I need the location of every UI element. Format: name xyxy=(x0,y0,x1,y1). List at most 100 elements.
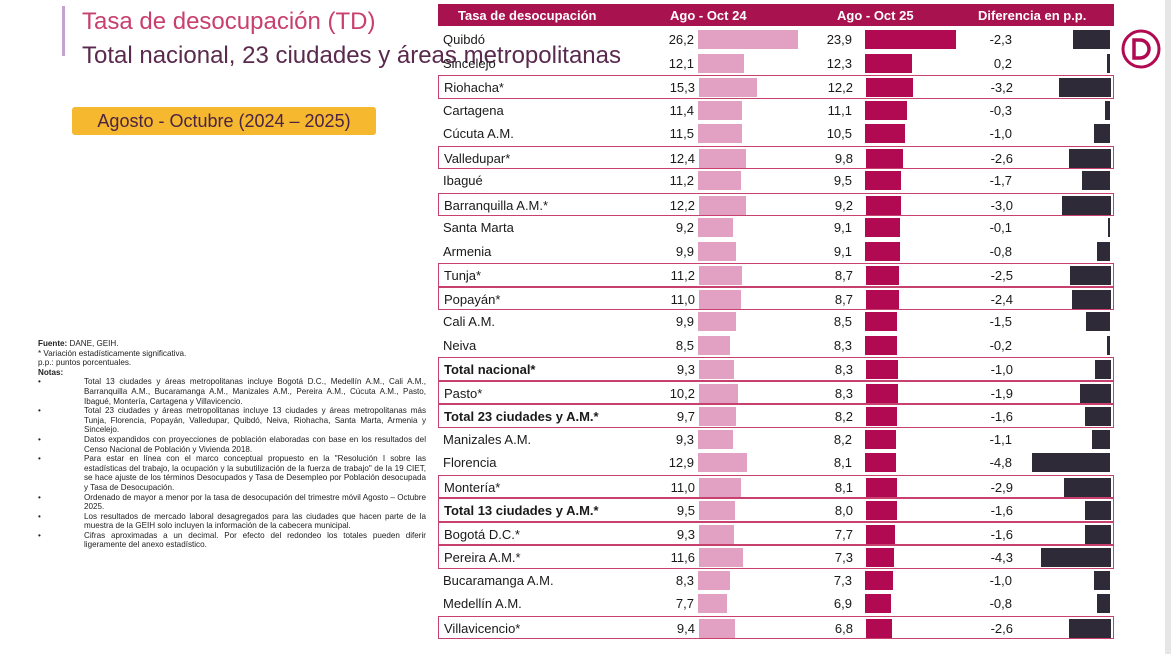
bar-2024 xyxy=(698,312,736,331)
bar-2025 xyxy=(865,453,896,472)
note-item: • Cifras aproximadas a un decimal. Por ef… xyxy=(38,530,426,550)
row-label: Bogotá D.C.* xyxy=(444,526,520,542)
value-2025: 12,3 xyxy=(826,55,852,71)
bar-2024 xyxy=(699,524,735,544)
value-2025: 6,8 xyxy=(834,620,853,636)
value-difference: -4,8 xyxy=(989,455,1012,470)
table-row: Bucaramanga A.M. 8,3 7,3 -1,0 xyxy=(438,569,1114,593)
value-2024: 11,0 xyxy=(670,479,695,495)
bar-difference xyxy=(1068,148,1111,168)
value-2025: 12,2 xyxy=(827,80,853,95)
col-header-2024: Ago - Oct 24 xyxy=(670,8,747,23)
value-difference: -1,0 xyxy=(990,362,1013,377)
row-label: Neiva xyxy=(443,337,477,353)
value-2025: 9,1 xyxy=(833,243,852,259)
value-difference: -1,9 xyxy=(990,385,1013,401)
value-2025: 9,5 xyxy=(833,173,852,188)
bar-2024 xyxy=(699,266,742,285)
bar-2025 xyxy=(865,241,900,261)
value-2024: 12,9 xyxy=(668,455,694,470)
table-row: Tunja* 11,2 8,7 -2,5 xyxy=(438,263,1114,287)
row-label: Cartagena xyxy=(443,102,504,118)
bar-2025 xyxy=(866,266,900,285)
row-label: Villavicencio* xyxy=(444,620,521,636)
right-edge-strip xyxy=(1165,0,1171,654)
bar-2024 xyxy=(698,30,798,49)
table-row: Cartagena 11,4 11,1 -0,3 xyxy=(438,99,1114,123)
row-label: Barranquilla A.M.* xyxy=(444,197,549,213)
value-2024: 12,2 xyxy=(669,197,695,213)
bar-difference xyxy=(1105,100,1110,120)
bar-difference xyxy=(1097,594,1110,613)
value-difference: -1,5 xyxy=(989,314,1012,329)
row-label: Santa Marta xyxy=(443,220,514,235)
row-label: Sincelejo xyxy=(443,55,496,71)
bar-difference xyxy=(1085,524,1111,544)
bar-2024 xyxy=(698,124,742,143)
row-label: Florencia xyxy=(443,455,497,470)
value-difference: -2,6 xyxy=(990,620,1013,636)
value-2024: 8,5 xyxy=(675,337,694,353)
value-difference: -4,3 xyxy=(990,550,1013,565)
bar-2025 xyxy=(865,429,897,449)
value-2024: 9,3 xyxy=(675,431,694,447)
value-difference: -1,0 xyxy=(989,572,1012,588)
source-line: Fuente: DANE, GEIH. xyxy=(38,339,426,349)
bar-2024 xyxy=(698,570,730,590)
bar-difference xyxy=(1070,266,1111,285)
value-2025: 7,3 xyxy=(833,572,852,588)
table-row: Total 13 ciudades y A.M.* 9,5 8,0 -1,6 xyxy=(438,498,1114,522)
row-label: Valledupar* xyxy=(444,150,511,166)
bar-difference xyxy=(1085,501,1111,520)
table-row: Neiva 8,5 8,3 -0,2 xyxy=(438,334,1114,358)
value-difference: -2,6 xyxy=(990,150,1013,166)
col-header-2025: Ago - Oct 25 xyxy=(837,8,914,23)
bar-difference xyxy=(1062,195,1111,215)
bar-2025 xyxy=(865,30,957,49)
page-title: Tasa de desocupación (TD) xyxy=(82,8,376,35)
value-2024: 12,1 xyxy=(668,55,694,71)
note-item: • Datos expandidos con proyecciones de po… xyxy=(38,434,426,454)
value-difference: -3,0 xyxy=(990,197,1013,213)
table-row: Montería* 11,0 8,1 -2,9 xyxy=(438,474,1114,498)
value-2024: 11,4 xyxy=(669,102,694,118)
row-label: Riohacha* xyxy=(444,80,504,95)
bar-2025 xyxy=(866,407,898,426)
value-difference: -2,9 xyxy=(990,479,1013,495)
value-difference: -3,2 xyxy=(990,80,1013,95)
bar-2024 xyxy=(699,360,735,379)
value-2024: 11,6 xyxy=(670,550,695,565)
col-header-label: Tasa de desocupación xyxy=(458,8,597,23)
value-difference: 0,2 xyxy=(993,55,1012,71)
value-2024: 9,3 xyxy=(676,526,695,542)
value-2025: 9,1 xyxy=(833,220,852,235)
value-difference: -1,6 xyxy=(990,503,1013,518)
value-2025: 8,1 xyxy=(834,479,853,495)
value-2025: 6,9 xyxy=(833,596,852,611)
note-item: • Los resultados de mercado laboral desag… xyxy=(38,511,426,531)
bar-2025 xyxy=(865,335,897,355)
value-2025: 7,7 xyxy=(834,526,853,542)
value-difference: -1,6 xyxy=(990,409,1013,424)
table-row: Santa Marta 9,2 9,1 -0,1 xyxy=(438,216,1114,240)
row-label: Tunja* xyxy=(444,268,482,283)
row-label: Cali A.M. xyxy=(443,314,496,329)
title-accent-bar xyxy=(62,6,65,56)
value-2025: 8,1 xyxy=(833,455,852,470)
bar-2025 xyxy=(865,124,906,143)
table-row: Total 23 ciudades y A.M.* 9,7 8,2 -1,6 xyxy=(438,404,1114,428)
table-row: Pasto* 10,2 8,3 -1,9 xyxy=(438,380,1114,404)
row-label: Montería* xyxy=(444,479,501,495)
value-difference: -1,1 xyxy=(989,431,1012,447)
value-2025: 8,3 xyxy=(833,337,852,353)
bar-2024 xyxy=(699,78,758,97)
table-row: Bogotá D.C.* 9,3 7,7 -1,6 xyxy=(438,521,1114,545)
source-text: DANE, GEIH. xyxy=(67,339,119,348)
bar-2024 xyxy=(699,618,735,638)
bar-2025 xyxy=(866,548,894,567)
bar-difference xyxy=(1106,53,1110,73)
bar-difference xyxy=(1092,429,1110,449)
value-difference: -2,5 xyxy=(990,268,1013,283)
value-2024: 9,4 xyxy=(676,620,695,636)
bar-2024 xyxy=(699,383,738,403)
